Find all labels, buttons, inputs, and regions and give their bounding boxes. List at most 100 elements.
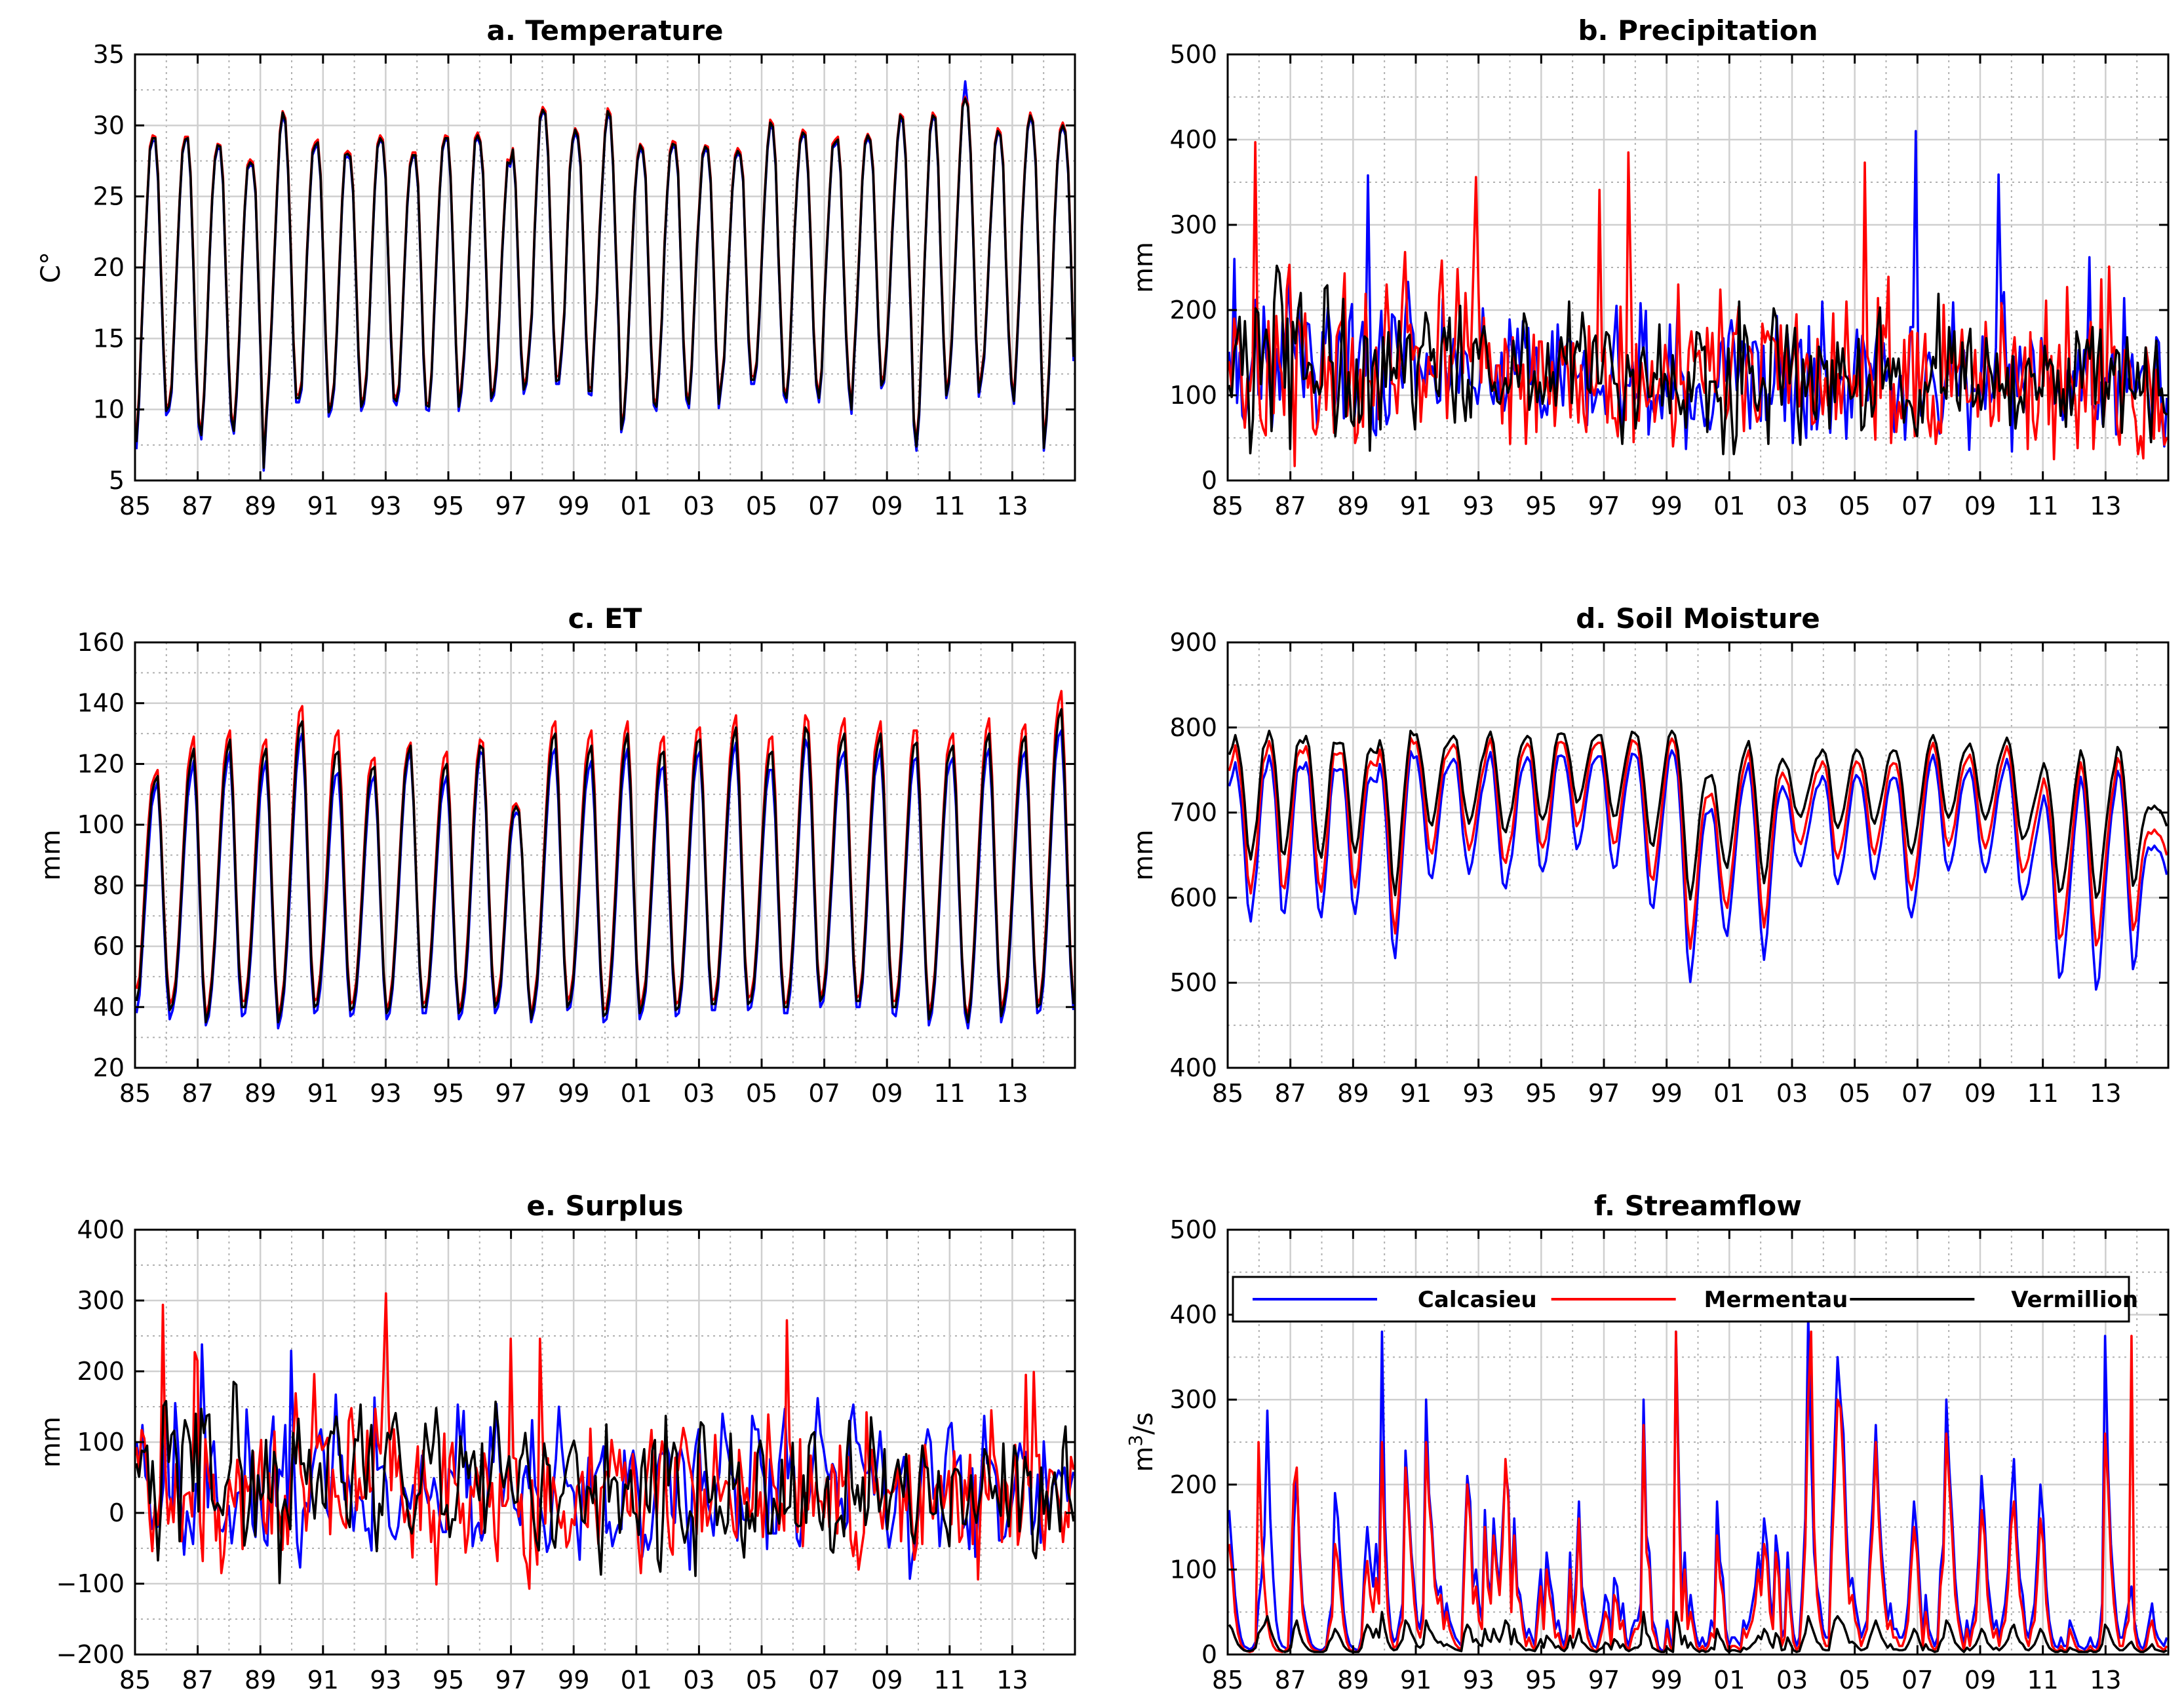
legend-label-calcasieu: Calcasieu (1418, 1287, 1537, 1313)
x-tick-label: 09 (871, 492, 903, 520)
x-tick-label: 01 (621, 1079, 652, 1108)
y-axis-label: C° (36, 252, 66, 283)
y-tick-label: 500 (1169, 40, 1217, 69)
x-tick-label: 05 (1839, 492, 1870, 520)
x-tick-label: 97 (495, 1079, 526, 1108)
y-axis-label: mm (36, 1417, 66, 1468)
axes-frame (134, 641, 1076, 1069)
y-tick-label: 80 (93, 871, 125, 900)
x-tick-label: 89 (1337, 1079, 1369, 1108)
y-tick-label: 900 (1169, 628, 1217, 657)
panel-a: 5 10 15 20 25 30 35 85 87 89 91 93 95 97 99 01 03 05 07 09 1… (36, 14, 1076, 520)
panel-e: −200 −100 0 100 200 300 400 85 87 89 91 93 95 97 99 01 0… (36, 1190, 1076, 1694)
x-tick-label: 87 (1274, 1079, 1306, 1108)
panel-c: 20 40 60 80 100 120 140 160 85 87 89 91 93 95 97 99 01 03… (36, 602, 1076, 1108)
x-tick-label: 93 (370, 1079, 401, 1108)
legend-label-mermentau: Mermentau (1704, 1287, 1848, 1313)
x-tick-label: 13 (2090, 1079, 2121, 1108)
x-tick-label: 87 (182, 1079, 213, 1108)
y-tick-label: 60 (93, 932, 125, 961)
x-tick-label: 89 (244, 1079, 276, 1108)
x-tick-label: 09 (871, 1666, 903, 1694)
x-tick-label: 13 (996, 1666, 1028, 1694)
panel-title: a. Temperature (486, 14, 723, 47)
x-tick-label: 93 (1462, 1666, 1494, 1694)
x-tick-label: 01 (1713, 492, 1745, 520)
x-tick-label: 03 (683, 492, 714, 520)
y-tick-label: 400 (1169, 1301, 1217, 1329)
y-tick-label: 20 (93, 1053, 125, 1082)
series-line-vermillion (135, 97, 1075, 469)
x-tick-label: 07 (808, 1666, 840, 1694)
y-tick-label: 200 (1169, 1470, 1217, 1499)
series-line-mermentau (1228, 736, 2168, 950)
y-tick-label: 300 (1169, 210, 1217, 239)
y-axis-label: mm (36, 830, 66, 881)
y-tick-label: 800 (1169, 713, 1217, 742)
x-tick-label: 93 (370, 492, 401, 520)
y-tick-label: −200 (56, 1640, 125, 1669)
x-tick-label: 85 (119, 1666, 151, 1694)
series-line-calcasieu (1228, 749, 2168, 991)
axes-frame (1226, 53, 2170, 482)
x-tick-label: 91 (307, 1666, 339, 1694)
panel-title: f. Streamflow (1594, 1190, 1802, 1222)
x-tick-label: 97 (1588, 492, 1620, 520)
y-tick-label: 400 (1169, 1053, 1217, 1082)
x-tick-label: 07 (808, 492, 840, 520)
x-tick-label: 85 (1212, 1079, 1243, 1108)
panel-f: 0 100 200 300 400 500 85 87 89 91 93 95 97 99 01 03 05 07… (1125, 1190, 2170, 1694)
x-tick-label: 85 (1212, 492, 1243, 520)
y-axis-label: mm (1129, 242, 1159, 293)
x-tick-label: 87 (182, 1666, 213, 1694)
series-line-mermentau (1228, 1330, 2168, 1653)
series-line-vermillion (1228, 730, 2168, 901)
y-tick-label: 100 (77, 1428, 125, 1457)
x-tick-label: 93 (1462, 492, 1494, 520)
x-tick-label: 03 (1776, 492, 1808, 520)
y-tick-label: 500 (1169, 968, 1217, 997)
x-tick-label: 05 (746, 492, 777, 520)
x-tick-label: 05 (746, 1666, 777, 1694)
x-tick-label: 97 (495, 492, 526, 520)
x-tick-label: 03 (683, 1079, 714, 1108)
x-tick-label: 05 (1839, 1079, 1870, 1108)
y-tick-label: 700 (1169, 798, 1217, 827)
y-tick-label: 100 (1169, 1555, 1217, 1584)
y-tick-label: 500 (1169, 1215, 1217, 1244)
panel-b: 0 100 200 300 400 500 85 87 89 91 93 95 97 99 01 03 05 07… (1129, 14, 2170, 520)
x-tick-label: 99 (558, 1079, 589, 1108)
x-tick-label: 13 (996, 492, 1028, 520)
x-tick-label: 13 (2090, 1666, 2121, 1694)
y-tick-label: 120 (77, 749, 125, 778)
x-tick-label: 87 (1274, 492, 1306, 520)
x-tick-label: 11 (934, 1079, 965, 1108)
x-tick-label: 91 (307, 492, 339, 520)
y-tick-label: 600 (1169, 883, 1217, 912)
x-tick-label: 01 (1713, 1666, 1745, 1694)
x-tick-label: 99 (1650, 1079, 1682, 1108)
x-tick-label: 99 (558, 1666, 589, 1694)
x-tick-label: 03 (683, 1666, 714, 1694)
panel-d: 400 500 600 700 800 900 85 87 89 91 93 95 97 99 01 03 05… (1129, 602, 2170, 1108)
y-tick-label: 100 (1169, 381, 1217, 410)
series-line-vermillion (135, 1380, 1075, 1584)
legend-label-vermillion: Vermillion (2011, 1287, 2138, 1313)
y-tick-label: 400 (77, 1215, 125, 1244)
x-tick-label: 91 (307, 1079, 339, 1108)
x-tick-label: 93 (370, 1666, 401, 1694)
y-axis-label-exponent: 3 (1125, 1435, 1146, 1447)
x-tick-label: 95 (433, 492, 464, 520)
axes-frame (1226, 641, 2170, 1069)
x-tick-label: 93 (1462, 1079, 1494, 1108)
x-tick-label: 89 (244, 1666, 276, 1694)
x-tick-label: 97 (1588, 1079, 1620, 1108)
x-tick-label: 95 (1525, 1666, 1557, 1694)
x-tick-label: 09 (1964, 492, 1996, 520)
x-tick-label: 99 (1650, 1666, 1682, 1694)
x-tick-label: 91 (1400, 1079, 1432, 1108)
y-axis-label-unit: /s (1129, 1412, 1159, 1434)
y-tick-label: 300 (77, 1286, 125, 1315)
x-tick-label: 09 (1964, 1079, 1996, 1108)
